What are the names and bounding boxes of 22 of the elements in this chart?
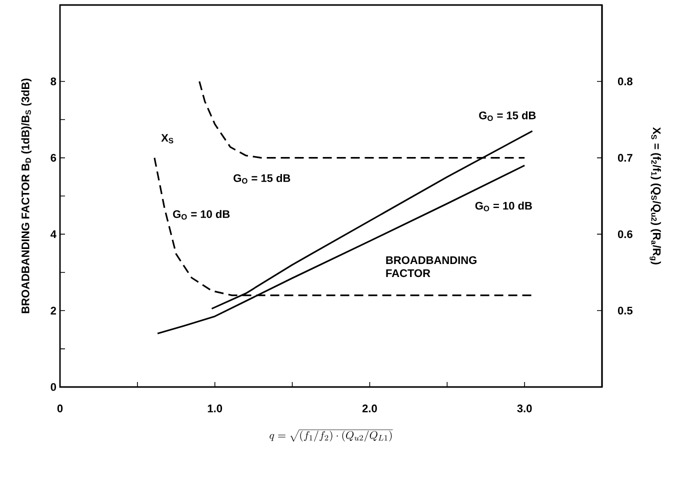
x-tick-label: 0 [57,404,63,412]
x-axis-title: $q=\sqrt{(f_1/f_2)\cdot(Q_{u2}/Q_{L1})}$ [270,430,393,442]
x-tick-label: 3.0 [517,404,532,412]
series-label: G$_{O}$ = 15 dB [234,174,290,184]
x-tick-label: 2.0 [362,404,377,412]
y-axis-title: BROADBANDING FACTOR B$_{D}$ (1dB)/B$_{S}$ (3dB) [21,78,32,314]
y2-tick-label: 0.6 [618,230,632,238]
annotation: X$_{S}$ [161,134,174,144]
y-tick-label: 4 [50,230,56,238]
y2-tick-label: 0.7 [618,154,632,162]
y-tick-label: 0 [50,383,56,391]
annotation: BROADBANDING FACTOR [386,256,476,278]
series-label: G$_{O}$ = 10 dB [475,202,532,212]
y-tick-label: 2 [50,306,56,314]
y-tick-label: 6 [50,154,56,162]
series-label: G$_{O}$ = 10 dB [173,210,230,220]
x-tick-label: 1.0 [208,404,222,412]
series-label: G$_{O}$ = 15 dB [479,111,536,121]
text: X$_{S}$ = (f$_{2}$/f$_{1}$) (Q$_{S}$/Q$_{u2}$) (R$_{a}$/R$_{g}$) [650,127,661,264]
y2-tick-label: 0.5 [618,306,633,314]
y2-tick-label: 0.8 [618,78,632,86]
y-tick-label: 8 [50,78,56,86]
